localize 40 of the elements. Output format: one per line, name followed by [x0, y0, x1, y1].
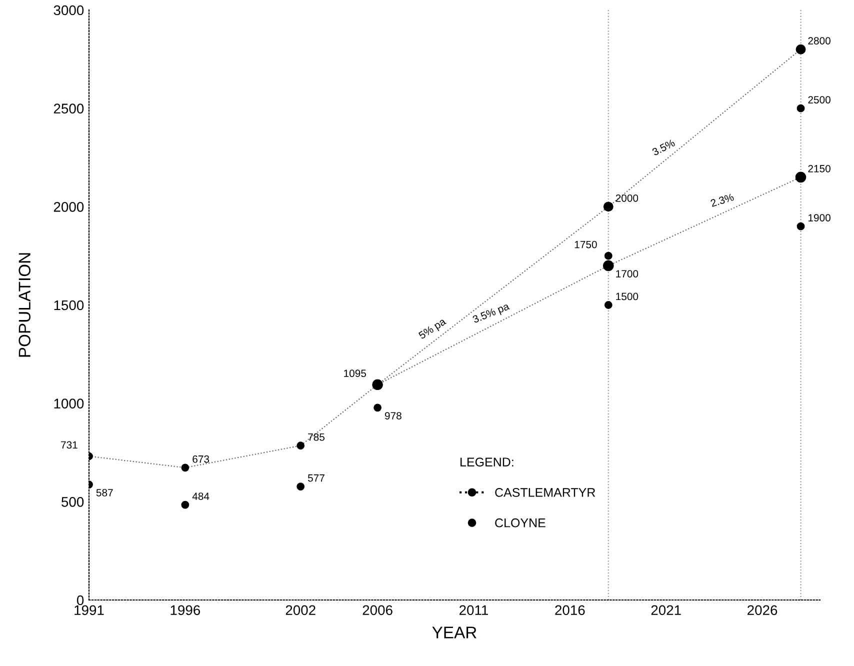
data-label: 1500	[616, 292, 638, 300]
annotation: 3.5% pa	[472, 302, 511, 326]
y-tick-label: 0	[76, 595, 84, 606]
legend-label: CLOYNE	[495, 518, 546, 528]
annotation: 2.3%	[710, 193, 734, 207]
data-label: 1900	[808, 214, 830, 222]
legend-label: CASTLEMARTYR	[495, 488, 596, 497]
data-label: 2500	[808, 96, 830, 104]
y-tick-label: 2000	[54, 202, 84, 212]
x-axis-title: YEAR	[432, 626, 476, 638]
data-label: 484	[192, 492, 210, 500]
x-tick-label: 1996	[170, 605, 200, 616]
data-label: 2000	[616, 194, 638, 202]
x-tick-label: 2026	[748, 605, 778, 616]
data-label: 2150	[808, 164, 830, 172]
x-tick-label: 2011	[460, 605, 488, 616]
data-label: 1095	[344, 370, 366, 378]
y-tick-label: 1000	[54, 398, 84, 409]
legend-title: LEGEND:	[460, 458, 514, 466]
x-tick-label: 2006	[362, 605, 392, 616]
annotation: 3.5%	[652, 138, 676, 156]
y-tick-label: 2500	[54, 104, 84, 114]
data-label: 577	[308, 474, 324, 482]
data-label: 673	[192, 455, 210, 463]
data-label: 587	[96, 489, 113, 496]
data-label: 1700	[616, 270, 638, 278]
x-tick-label: 2002	[286, 605, 316, 616]
y-tick-label: 500	[62, 497, 84, 507]
y-tick-label: 3000	[54, 5, 84, 16]
data-label: 2800	[808, 37, 830, 44]
y-axis-title: POPULATION	[18, 253, 31, 357]
x-tick-label: 2016	[555, 605, 585, 616]
data-label: 785	[308, 433, 324, 441]
x-tick-label: 1991	[74, 605, 104, 616]
y-tick-label: 1500	[54, 300, 84, 310]
data-label: 978	[384, 412, 402, 420]
data-label: 731	[61, 441, 78, 449]
data-label: 1750	[574, 240, 597, 248]
annotation: 5% pa	[418, 317, 448, 342]
x-tick-label: 2021	[651, 605, 681, 616]
